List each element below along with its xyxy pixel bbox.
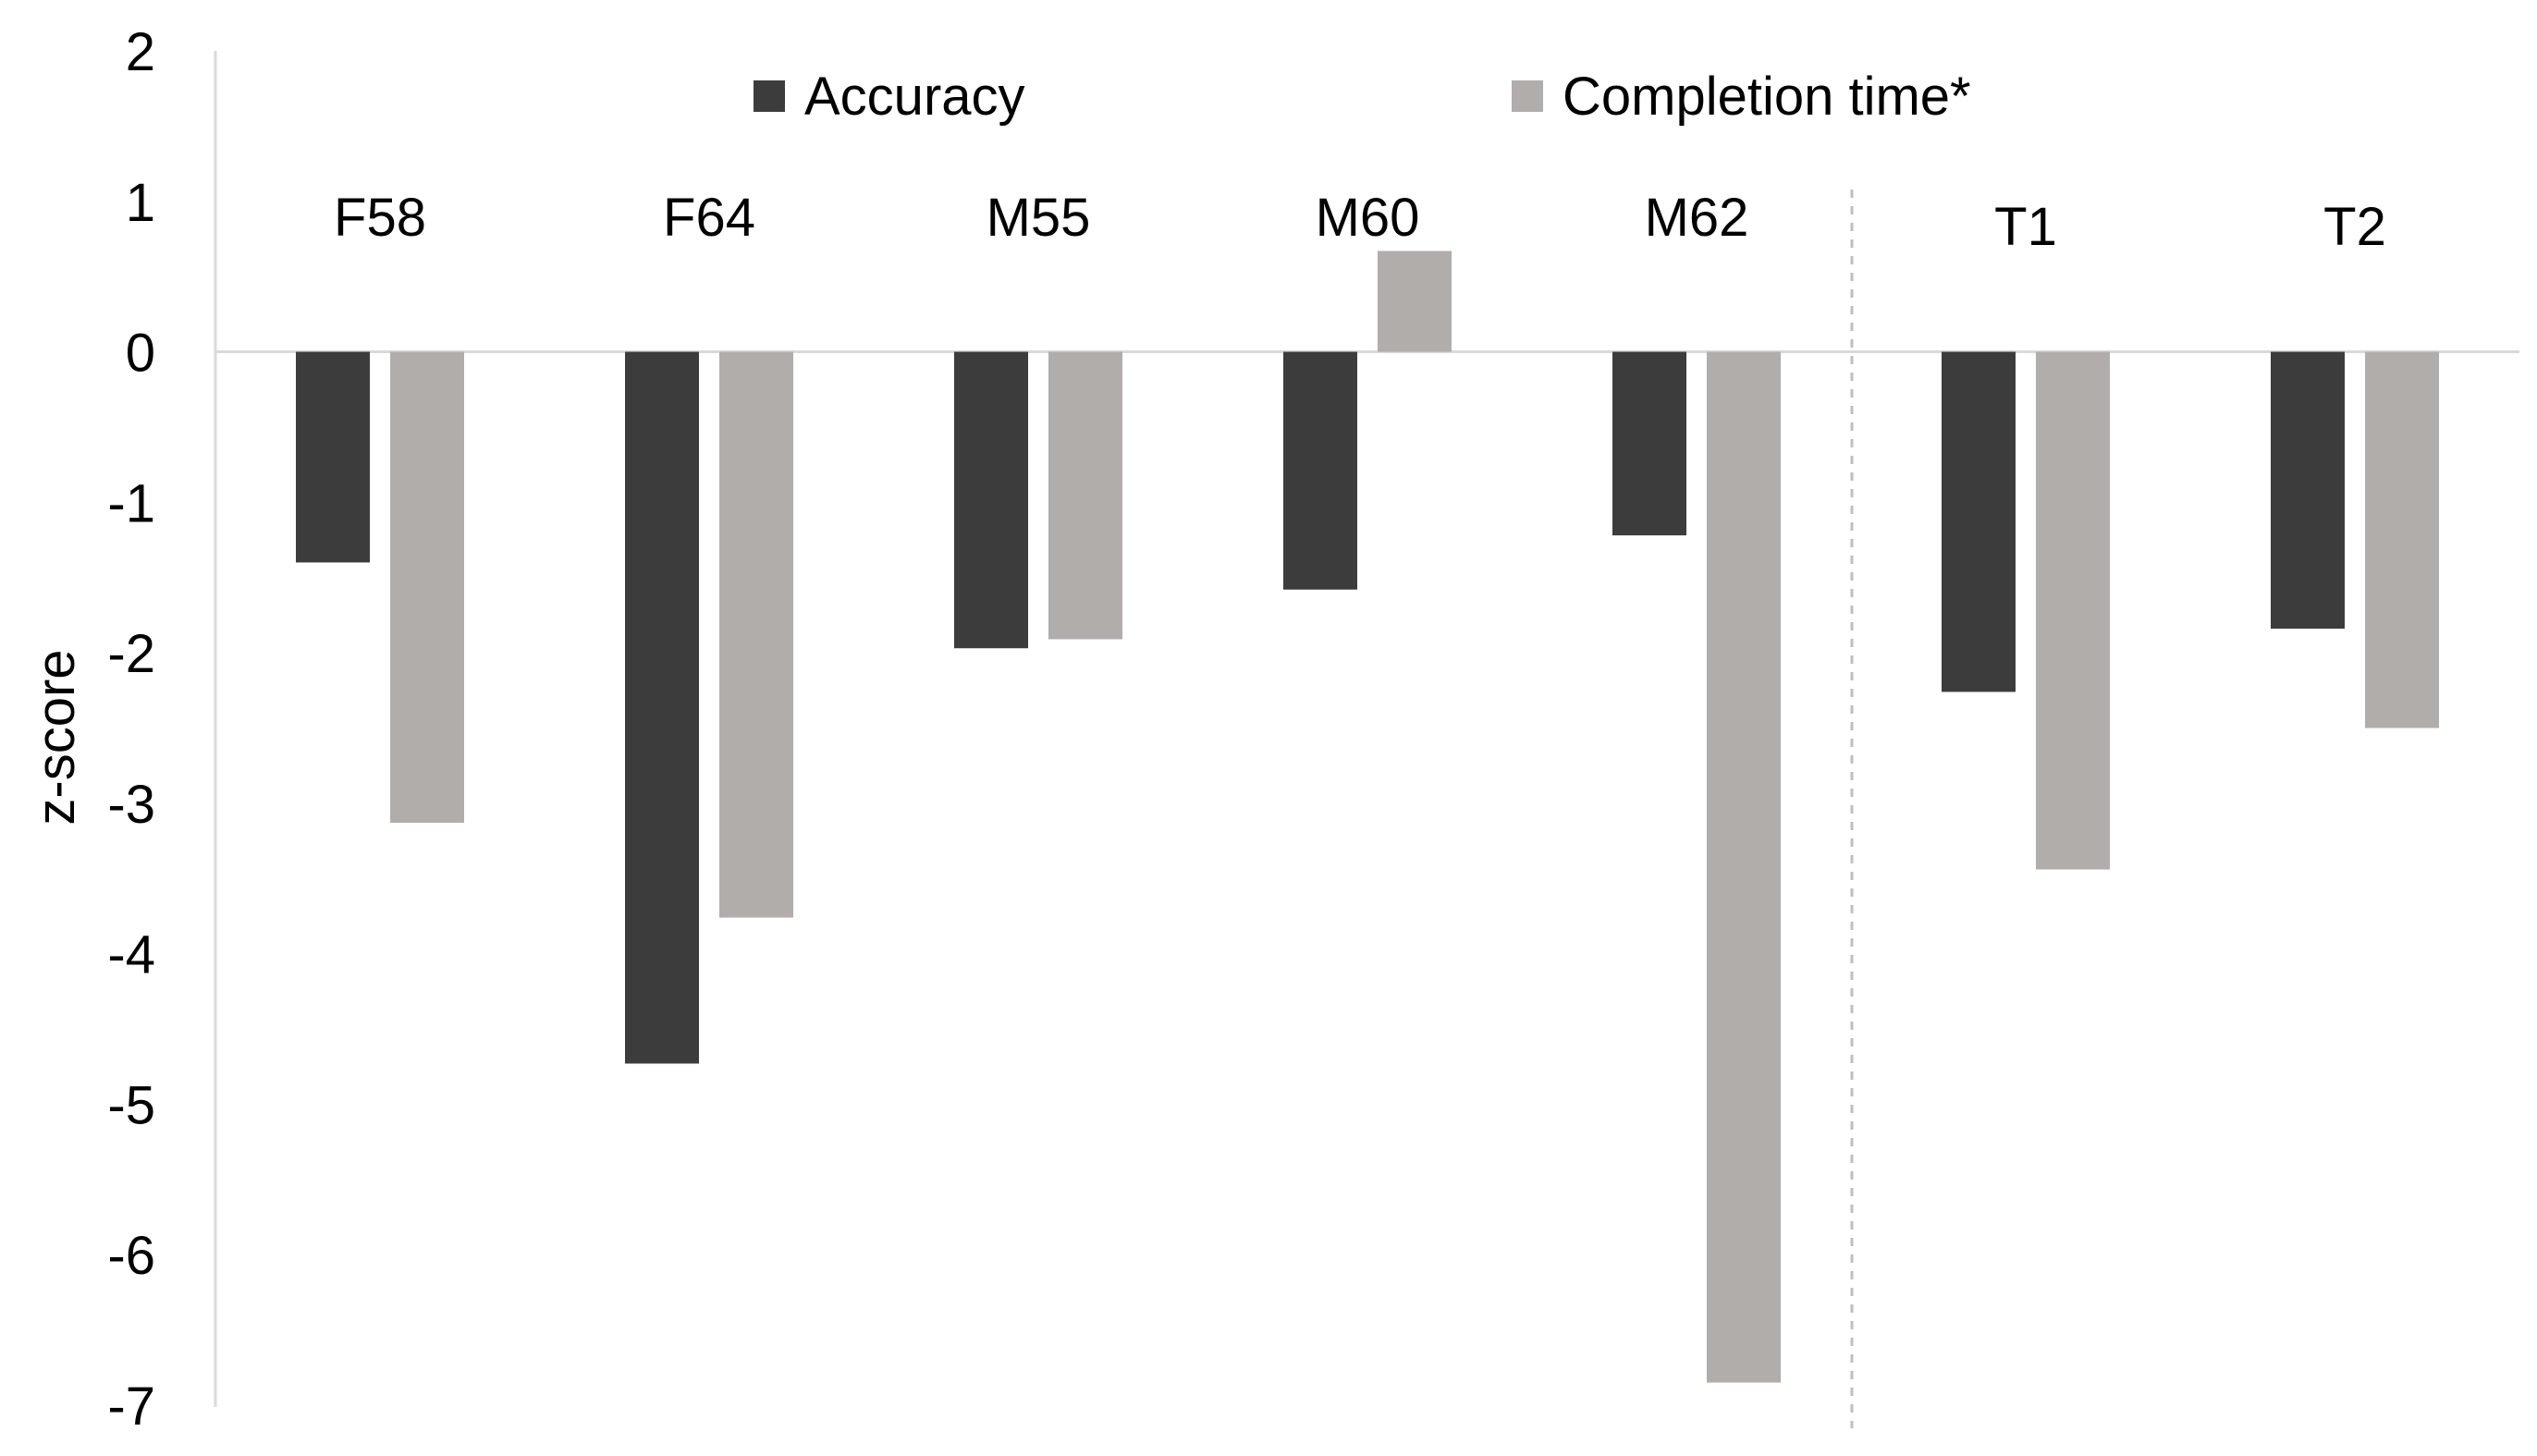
bar-accuracy-t1 bbox=[1942, 351, 2016, 692]
y-tick-label: -7 bbox=[107, 1376, 155, 1437]
y-tick-label: 1 bbox=[126, 173, 155, 233]
y-tick-label: -3 bbox=[107, 775, 155, 835]
bar-accuracy-m60 bbox=[1283, 351, 1357, 590]
bar-accuracy-f64 bbox=[625, 351, 699, 1064]
y-tick-label: -1 bbox=[107, 473, 155, 533]
bar-accuracy-m55 bbox=[954, 351, 1028, 649]
axes-group bbox=[214, 51, 2519, 1428]
legend-swatch-completion-time bbox=[1512, 80, 1543, 112]
y-tick-label: -4 bbox=[107, 925, 155, 985]
labels-group: 2 1 0 -1 -2 -3 -4 -5 -6 -7 z-score F58 F64 M55 M60 M62 T… bbox=[26, 22, 2386, 1437]
y-tick-label: -6 bbox=[107, 1226, 155, 1286]
bar-accuracy-f58 bbox=[296, 351, 370, 563]
category-label: F58 bbox=[334, 188, 426, 248]
bars-group bbox=[296, 251, 2439, 1383]
legend-swatch-accuracy bbox=[754, 80, 785, 112]
legend: Accuracy Completion time* bbox=[754, 67, 1971, 127]
category-label: M60 bbox=[1316, 188, 1420, 248]
category-label: F64 bbox=[663, 188, 755, 248]
legend-label-completion-time: Completion time* bbox=[1563, 67, 1971, 127]
y-tick-label: 2 bbox=[126, 22, 155, 82]
category-label: M62 bbox=[1645, 188, 1749, 248]
bar-accuracy-m62 bbox=[1612, 351, 1686, 536]
bar-completion-time-f64 bbox=[719, 351, 793, 918]
y-tick-label: -2 bbox=[107, 624, 155, 684]
y-tick-label: -5 bbox=[107, 1075, 155, 1135]
bar-completion-time-m62 bbox=[1707, 351, 1781, 1383]
bar-completion-time-m55 bbox=[1048, 351, 1122, 640]
y-tick-label: 0 bbox=[126, 324, 155, 384]
category-label: T2 bbox=[2323, 197, 2386, 257]
category-label: M55 bbox=[987, 188, 1091, 248]
category-label: T1 bbox=[1994, 197, 2057, 257]
bar-completion-time-f58 bbox=[390, 351, 464, 824]
bar-completion-time-t2 bbox=[2365, 351, 2439, 728]
bar-accuracy-t2 bbox=[2271, 351, 2345, 630]
legend-label-accuracy: Accuracy bbox=[804, 67, 1025, 127]
y-axis-title: z-score bbox=[26, 649, 86, 825]
bar-completion-time-m60 bbox=[1378, 251, 1452, 352]
bar-completion-time-t1 bbox=[2036, 351, 2110, 870]
